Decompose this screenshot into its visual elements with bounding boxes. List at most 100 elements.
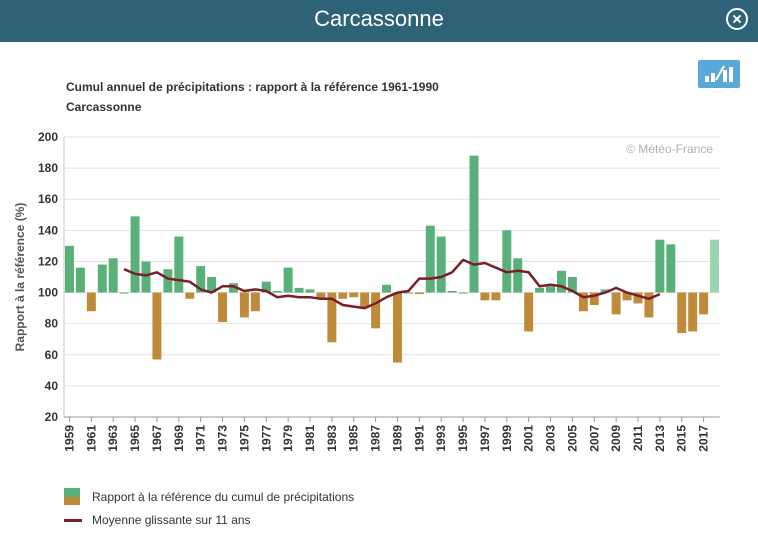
bar-2017 — [699, 292, 709, 315]
legend-swatch-negative — [64, 497, 80, 505]
bar-1961 — [86, 292, 96, 312]
bar-2007 — [589, 292, 599, 305]
bar-2014 — [666, 244, 676, 293]
x-tick-label: 1993 — [434, 425, 448, 452]
bar-1991 — [414, 292, 424, 295]
bar-1987 — [371, 292, 381, 329]
bar-1972 — [207, 277, 217, 293]
bar-2006 — [578, 292, 588, 312]
bar-2011 — [633, 292, 643, 304]
bar-1999 — [502, 230, 512, 293]
chart-grid — [63, 136, 720, 418]
y-tick-label: 120 — [38, 254, 58, 268]
bar-2002 — [535, 287, 545, 293]
bar-1964 — [119, 292, 129, 294]
y-tick-label: 40 — [45, 379, 59, 393]
bar-1973 — [218, 292, 228, 323]
bar-2016 — [688, 292, 698, 332]
x-tick-label: 1991 — [412, 425, 426, 452]
y-tick-label: 60 — [45, 348, 59, 362]
bar-1992 — [425, 225, 435, 293]
bar-1966 — [141, 261, 151, 293]
header-title: Carcassonne — [314, 6, 444, 31]
y-tick-label: 140 — [38, 223, 58, 237]
app-header: Carcassonne — [0, 0, 758, 42]
bar-2010 — [622, 292, 632, 301]
y-axis-label: Rapport à la référence (%) — [13, 203, 27, 352]
legend-label-bars: Rapport à la référence du cumul de préci… — [92, 490, 355, 504]
bar-line-chart-icon — [705, 65, 733, 82]
legend-label-line: Moyenne glissante sur 11 ans — [92, 513, 251, 527]
bar-1974 — [228, 283, 238, 293]
bar-1969 — [174, 236, 184, 293]
bar-1979 — [283, 267, 293, 293]
bar-2009 — [611, 292, 621, 315]
x-tick-label: 1981 — [303, 425, 317, 452]
y-tick-label: 160 — [38, 192, 58, 206]
bar-1984 — [338, 292, 348, 299]
x-tick-label: 2009 — [609, 425, 623, 452]
y-tick-label: 80 — [45, 317, 59, 331]
bar-1996 — [469, 155, 479, 293]
x-tick-label: 1963 — [106, 425, 120, 452]
bar-1978 — [272, 291, 282, 293]
legend-swatch-line — [64, 519, 82, 522]
bar-1965 — [130, 216, 140, 293]
x-axis-ticks: 1959 1961 1963 1965 1967 1969 1971 1973 1975 1977… — [62, 416, 720, 452]
x-tick-label: 1961 — [84, 425, 98, 452]
x-tick-label: 1985 — [347, 425, 361, 452]
bar-1982 — [316, 292, 326, 299]
y-axis-ticks: 20 40 60 80 100 120 140 160 180 200 — [38, 130, 58, 424]
bar-series — [64, 155, 720, 363]
bar-1960 — [75, 267, 85, 293]
bar-1993 — [436, 236, 446, 293]
bar-1997 — [480, 292, 490, 301]
x-tick-label: 1969 — [172, 425, 186, 452]
bar-2018 — [710, 239, 720, 293]
bar-1959 — [64, 245, 74, 293]
x-tick-label: 2005 — [565, 425, 579, 452]
moving-average-series — [123, 258, 661, 310]
bar-1976 — [250, 292, 260, 312]
x-tick-label: 1979 — [281, 425, 295, 452]
chart-toggle-button[interactable] — [698, 60, 740, 88]
watermark: © Météo-France — [626, 142, 713, 156]
bar-1980 — [294, 287, 304, 293]
bar-2008 — [600, 289, 610, 293]
bar-1975 — [239, 292, 249, 318]
x-tick-label: 1997 — [478, 425, 492, 452]
x-tick-label: 1975 — [237, 425, 251, 452]
bar-1970 — [185, 292, 195, 299]
chart-subtitle: Carcassonne — [66, 100, 142, 114]
x-tick-label: 2017 — [697, 425, 711, 452]
bar-1963 — [108, 258, 118, 293]
bar-1962 — [97, 264, 107, 293]
x-tick-label: 1977 — [259, 425, 273, 452]
bar-1998 — [491, 292, 501, 301]
bar-1989 — [392, 292, 402, 363]
x-tick-label: 1983 — [325, 425, 339, 452]
y-tick-label: 100 — [38, 286, 58, 300]
legend-swatch-positive — [64, 488, 80, 497]
x-tick-label: 1973 — [216, 425, 230, 452]
bar-1977 — [261, 281, 271, 293]
x-tick-label: 2013 — [653, 425, 667, 452]
close-icon[interactable] — [726, 8, 748, 30]
x-tick-label: 1989 — [390, 425, 404, 452]
bar-2003 — [546, 286, 556, 293]
bar-2013 — [655, 239, 665, 293]
bar-2012 — [644, 292, 654, 318]
bar-1994 — [447, 291, 457, 293]
x-tick-label: 1967 — [150, 425, 164, 452]
x-tick-label: 1999 — [500, 425, 514, 452]
x-tick-label: 2007 — [587, 425, 601, 452]
bar-1983 — [327, 292, 337, 343]
x-tick-label: 1995 — [456, 425, 470, 452]
bar-2015 — [677, 292, 687, 333]
bar-1967 — [152, 292, 162, 360]
chart-title: Cumul annuel de précipitations : rapport… — [66, 80, 439, 94]
x-tick-label: 1965 — [128, 425, 142, 452]
bar-2004 — [556, 270, 566, 293]
bar-1985 — [349, 292, 359, 298]
